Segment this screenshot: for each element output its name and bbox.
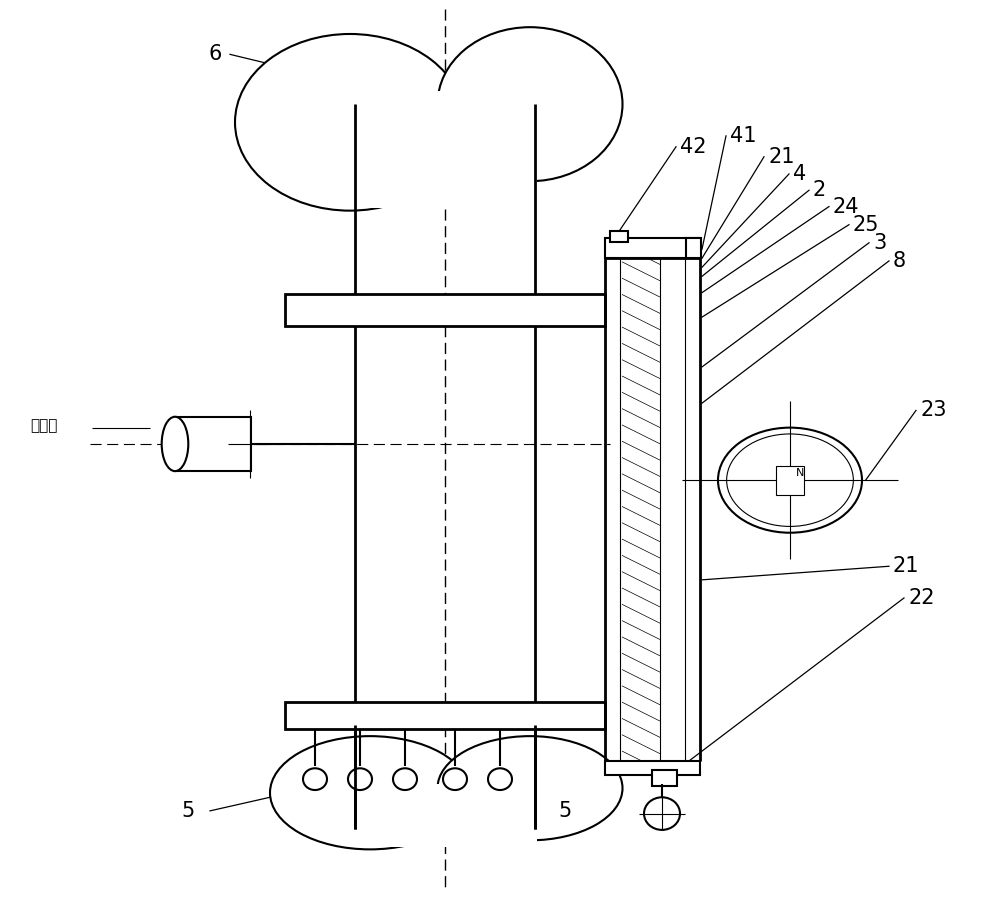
Circle shape	[644, 797, 680, 830]
Ellipse shape	[235, 34, 465, 211]
Text: 23: 23	[920, 400, 946, 420]
Ellipse shape	[438, 736, 622, 841]
Text: 24: 24	[833, 197, 860, 217]
Bar	[605, 238, 700, 258]
Text: 25: 25	[853, 215, 880, 235]
Text: 22: 22	[908, 588, 934, 608]
Text: 4: 4	[793, 164, 806, 184]
Text: 3: 3	[873, 233, 886, 253]
Ellipse shape	[162, 417, 188, 471]
Bar	[605, 761, 700, 775]
Text: 海平面: 海平面	[30, 419, 57, 433]
Ellipse shape	[270, 736, 470, 850]
Text: 5: 5	[558, 801, 572, 821]
Bar	[175, 417, 251, 471]
Circle shape	[348, 768, 372, 790]
Ellipse shape	[727, 434, 853, 526]
Text: 6: 6	[208, 44, 222, 64]
Text: 42: 42	[680, 137, 706, 157]
Bar	[353, 91, 537, 208]
Bar	[285, 702, 605, 729]
Circle shape	[393, 768, 417, 790]
Bar	[353, 784, 537, 847]
Circle shape	[303, 768, 327, 790]
Ellipse shape	[438, 27, 622, 181]
Bar	[652, 770, 677, 786]
Text: 21: 21	[893, 556, 920, 576]
Ellipse shape	[718, 428, 862, 533]
Bar	[776, 466, 804, 495]
Text: 8: 8	[893, 251, 906, 271]
Bar	[610, 231, 628, 242]
Text: 2: 2	[813, 180, 826, 200]
Text: 5: 5	[181, 801, 195, 821]
Bar	[686, 238, 701, 258]
Text: 1: 1	[363, 97, 377, 117]
Bar	[285, 294, 605, 326]
Text: N: N	[796, 467, 804, 478]
Circle shape	[443, 768, 467, 790]
Circle shape	[488, 768, 512, 790]
Text: 41: 41	[730, 126, 757, 146]
Text: 21: 21	[768, 147, 794, 167]
